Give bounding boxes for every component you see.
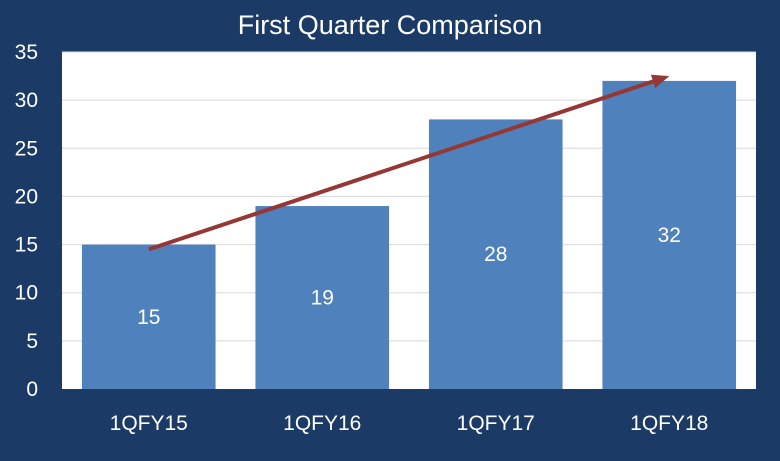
trend-arrow — [148, 74, 670, 252]
bars — [81, 80, 737, 390]
y-tick-label: 10 — [15, 282, 38, 305]
y-tick-label: 15 — [15, 234, 38, 257]
bar — [81, 244, 216, 389]
trend-arrow-head — [650, 74, 670, 89]
data-label: 28 — [484, 243, 507, 266]
data-label: 19 — [311, 287, 334, 310]
data-labels: 15 19 28 32 — [137, 224, 681, 329]
data-label: 32 — [658, 224, 681, 247]
bar — [255, 206, 390, 389]
x-axis-ticks: 1QFY15 1QFY16 1QFY17 1QFY18 — [110, 412, 709, 435]
y-tick-label: 20 — [15, 185, 38, 208]
x-tick-label: 1QFY15 — [110, 412, 188, 435]
x-tick-label: 1QFY17 — [457, 412, 535, 435]
data-label: 15 — [137, 306, 160, 329]
y-tick-label: 25 — [15, 137, 38, 160]
y-tick-label: 5 — [26, 330, 38, 353]
bar — [602, 80, 737, 389]
trend-arrow-shaft — [148, 79, 654, 252]
bar — [428, 119, 563, 390]
y-tick-label: 35 — [15, 41, 38, 64]
y-tick-label: 0 — [26, 378, 38, 401]
y-tick-label: 30 — [15, 89, 38, 112]
x-tick-label: 1QFY18 — [630, 412, 708, 435]
chart-title: First Quarter Comparison — [238, 10, 543, 40]
x-tick-label: 1QFY16 — [283, 412, 361, 435]
y-axis-ticks: 0 5 10 15 20 25 30 35 — [15, 41, 38, 401]
